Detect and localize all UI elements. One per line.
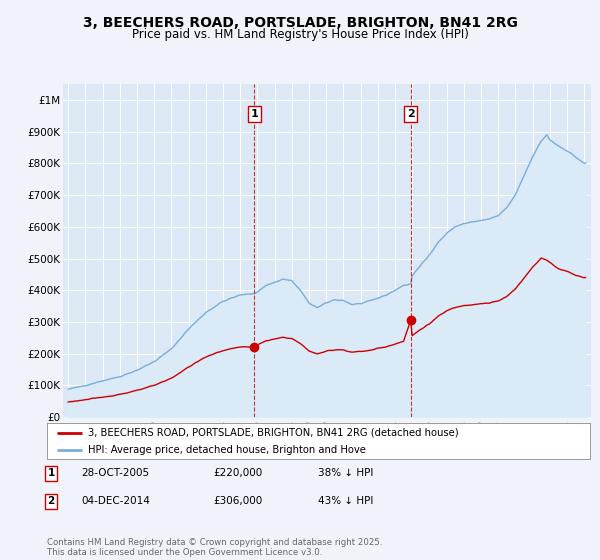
Text: 1: 1 — [251, 109, 258, 119]
Text: Price paid vs. HM Land Registry's House Price Index (HPI): Price paid vs. HM Land Registry's House … — [131, 28, 469, 41]
Text: 04-DEC-2014: 04-DEC-2014 — [81, 496, 150, 506]
Text: 2: 2 — [47, 496, 55, 506]
Text: £306,000: £306,000 — [213, 496, 262, 506]
Text: £220,000: £220,000 — [213, 468, 262, 478]
Text: Contains HM Land Registry data © Crown copyright and database right 2025.
This d: Contains HM Land Registry data © Crown c… — [47, 538, 382, 557]
Text: 38% ↓ HPI: 38% ↓ HPI — [318, 468, 373, 478]
Text: 43% ↓ HPI: 43% ↓ HPI — [318, 496, 373, 506]
Text: 28-OCT-2005: 28-OCT-2005 — [81, 468, 149, 478]
Text: 2: 2 — [407, 109, 415, 119]
Text: 3, BEECHERS ROAD, PORTSLADE, BRIGHTON, BN41 2RG (detached house): 3, BEECHERS ROAD, PORTSLADE, BRIGHTON, B… — [88, 428, 458, 438]
Text: HPI: Average price, detached house, Brighton and Hove: HPI: Average price, detached house, Brig… — [88, 445, 365, 455]
Text: 1: 1 — [47, 468, 55, 478]
Text: 3, BEECHERS ROAD, PORTSLADE, BRIGHTON, BN41 2RG: 3, BEECHERS ROAD, PORTSLADE, BRIGHTON, B… — [83, 16, 517, 30]
